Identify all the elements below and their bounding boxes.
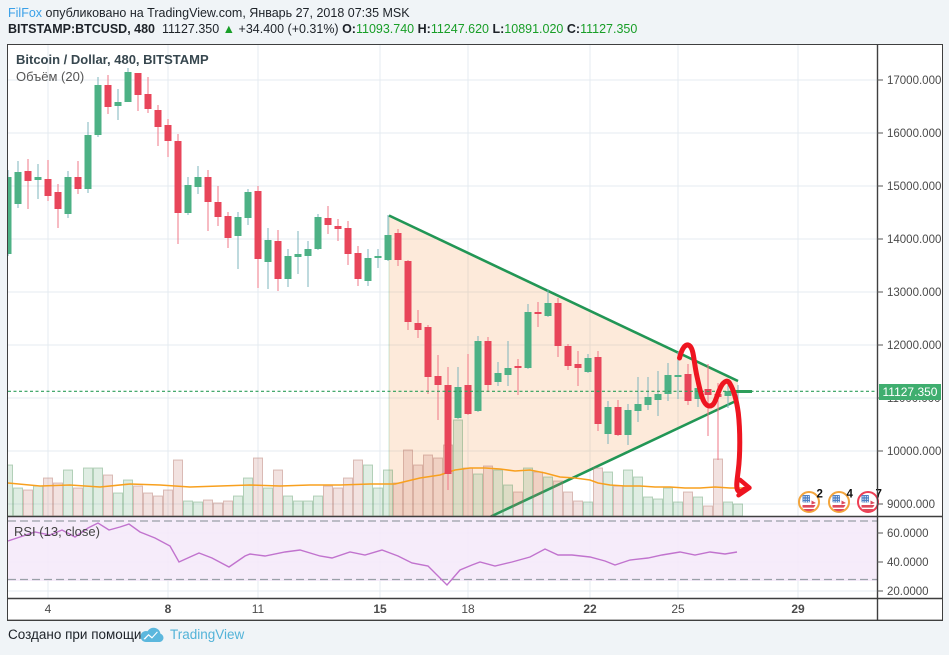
svg-text:25: 25	[671, 602, 685, 616]
svg-text:RSI (13, close): RSI (13, close)	[14, 524, 100, 539]
svg-text:10000.000: 10000.000	[887, 446, 941, 458]
svg-text:4: 4	[847, 489, 854, 501]
svg-text:Bitcoin / Dollar, 480, BITSTAM: Bitcoin / Dollar, 480, BITSTAMP	[16, 52, 209, 67]
svg-text:11127.350: 11127.350	[883, 385, 938, 399]
svg-text:12000.000: 12000.000	[887, 340, 941, 352]
svg-text:40.0000: 40.0000	[887, 557, 929, 569]
svg-text:13000.000: 13000.000	[887, 287, 941, 299]
svg-text:20.0000: 20.0000	[887, 586, 929, 598]
svg-text:8: 8	[165, 602, 172, 616]
svg-text:18: 18	[461, 602, 475, 616]
svg-text:16000.000: 16000.000	[887, 128, 941, 140]
svg-text:4: 4	[45, 602, 52, 616]
svg-text:17000.000: 17000.000	[887, 75, 941, 87]
svg-text:15000.000: 15000.000	[887, 181, 941, 193]
svg-text:14000.000: 14000.000	[887, 234, 941, 246]
svg-text:2: 2	[817, 489, 823, 501]
svg-text:22: 22	[583, 602, 597, 616]
svg-text:11: 11	[252, 602, 265, 616]
svg-text:7: 7	[876, 489, 882, 501]
svg-text:9000.000: 9000.000	[887, 499, 935, 511]
svg-text:29: 29	[791, 602, 805, 616]
svg-text:15: 15	[373, 602, 387, 616]
svg-text:Объём (20): Объём (20)	[16, 69, 84, 84]
svg-text:60.0000: 60.0000	[887, 528, 929, 540]
